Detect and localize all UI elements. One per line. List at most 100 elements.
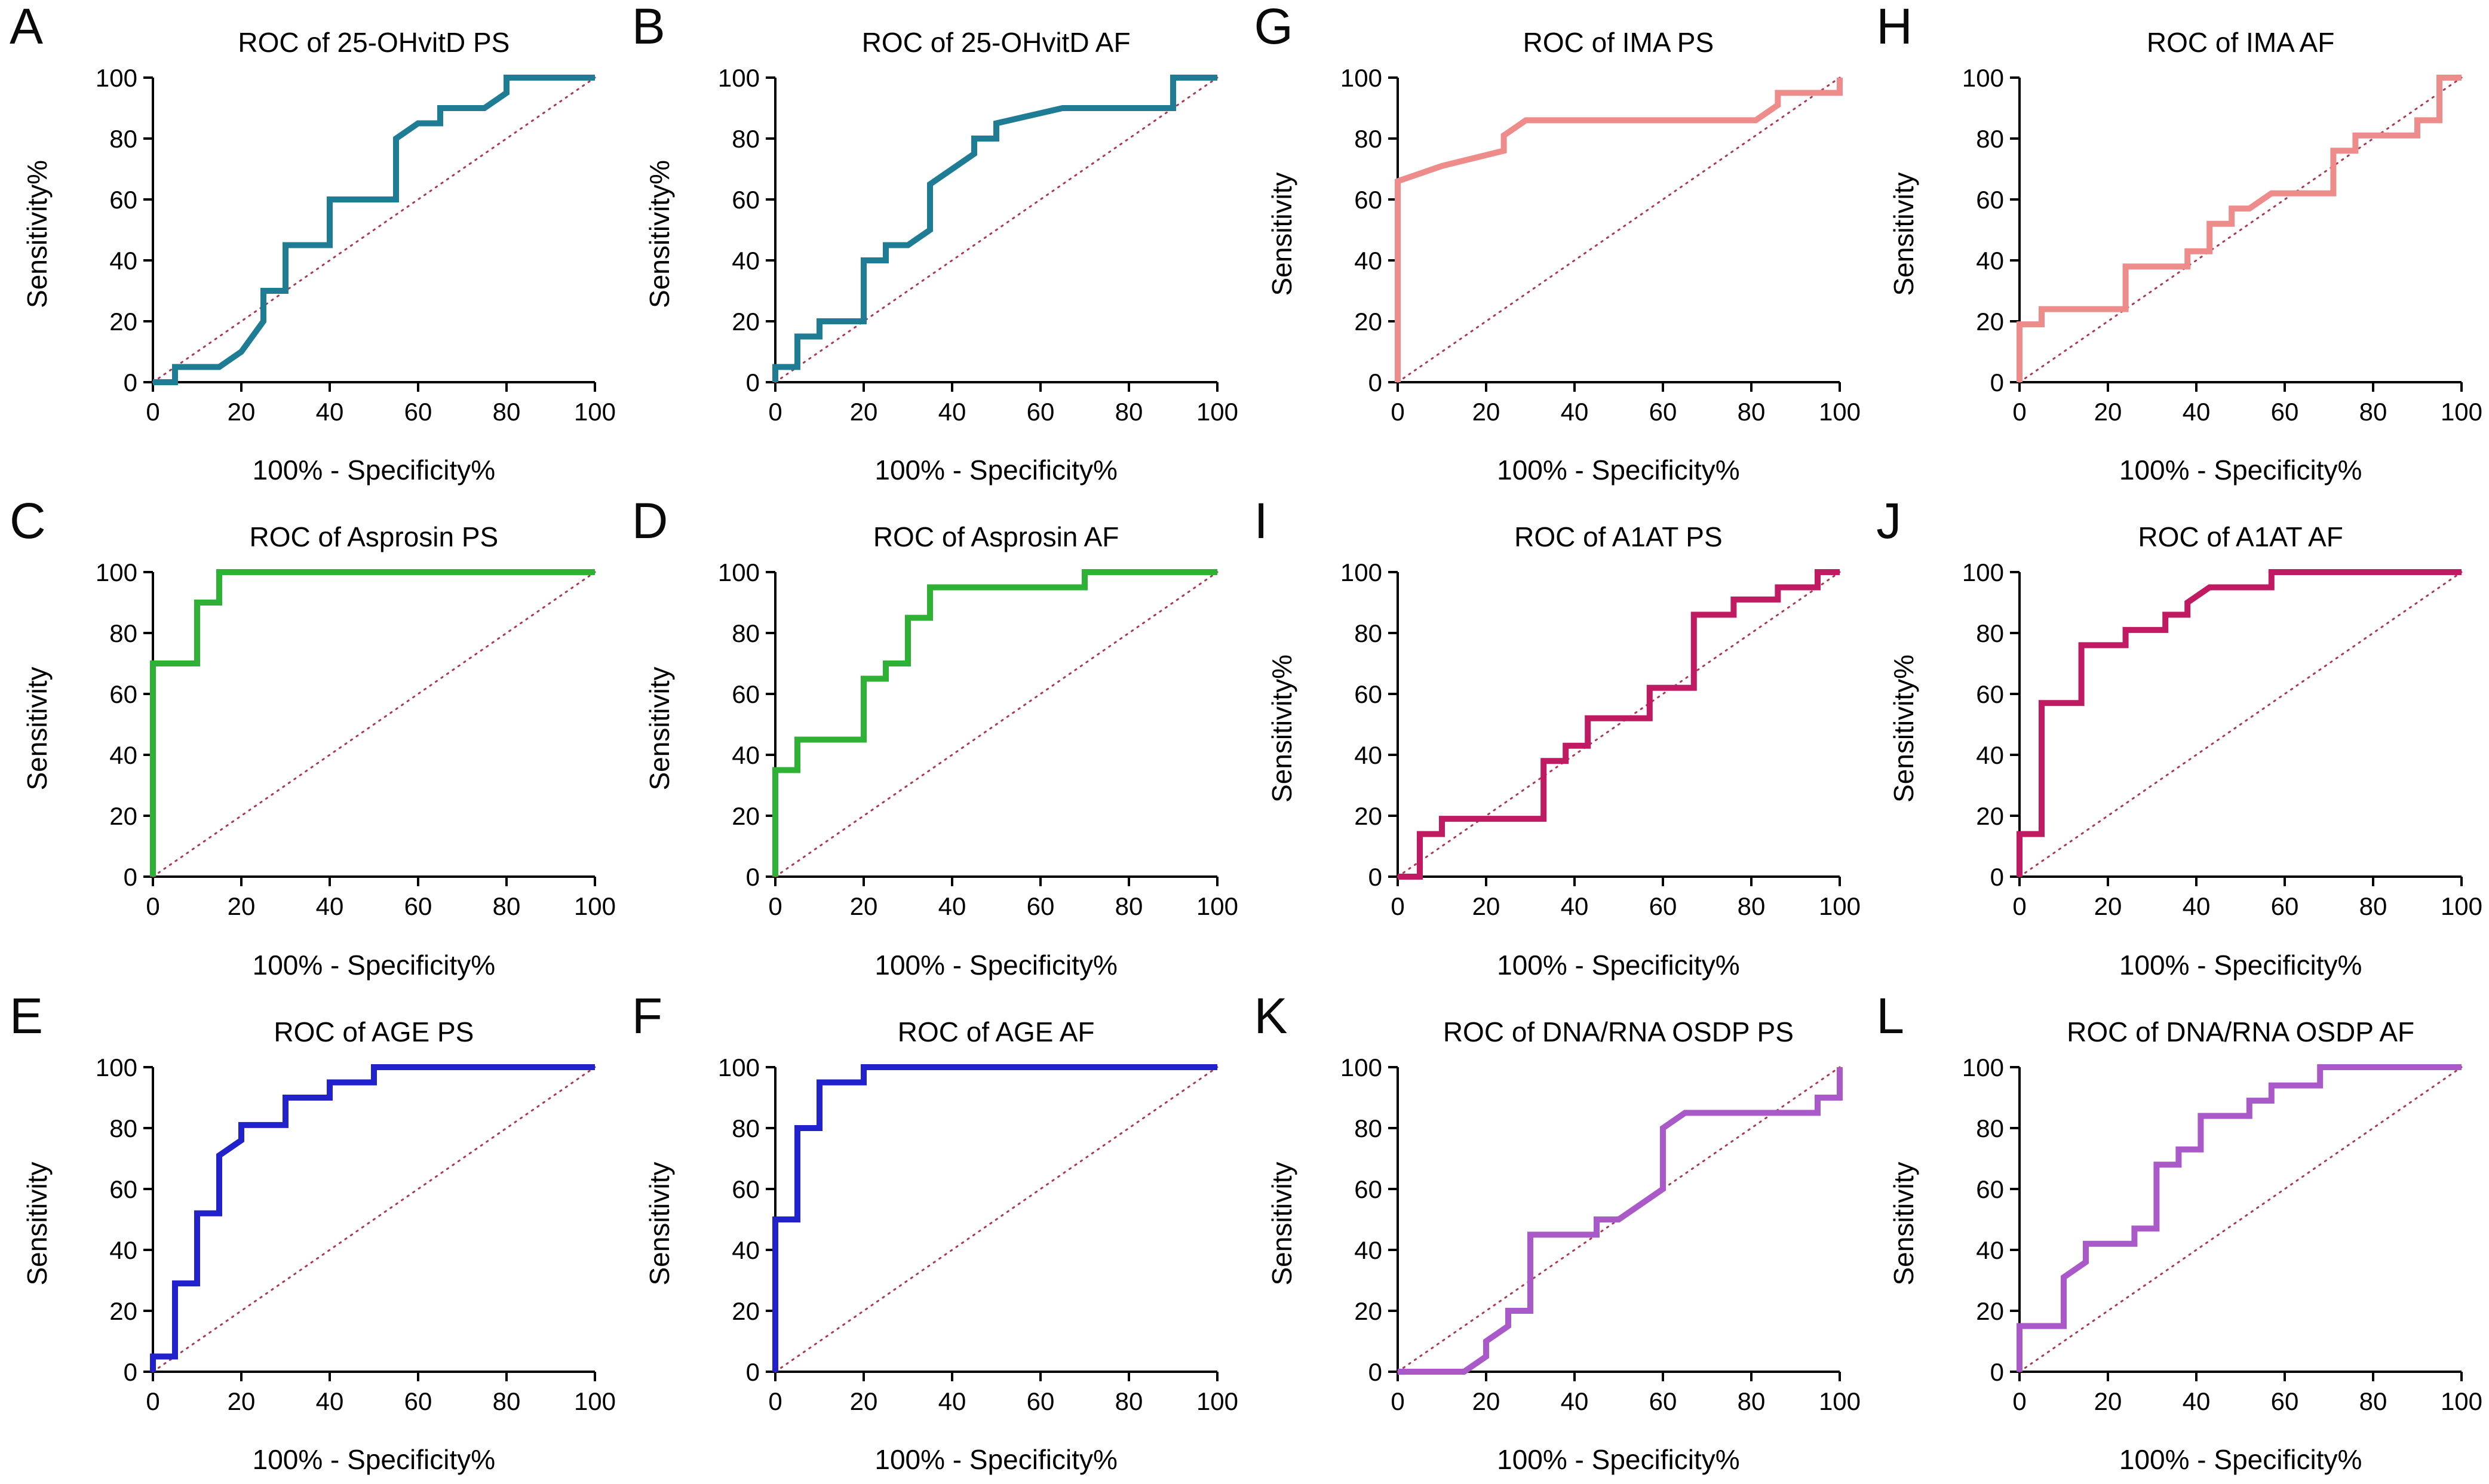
roc-plot: 0 0 20 20 40 40 60 60 80 80 100 100 [1950, 559, 2482, 947]
panel-letter: E [10, 987, 44, 1044]
panel-letter: B [631, 0, 665, 54]
x-tick-label: 40 [2183, 1387, 2211, 1415]
reference-diagonal [152, 76, 596, 383]
roc-plot-svg: 00 20 20 40 40 60 60 80 80 100 100 [1962, 1054, 2482, 1415]
x-tick-label: 60 [2271, 1387, 2299, 1415]
y-tick-label: 100 [718, 1054, 760, 1081]
y-tick-label: 0 [1990, 1358, 2004, 1386]
y-tick-label: 60 [1977, 186, 2005, 214]
y-axis-label: Sensitivity [22, 666, 53, 791]
panel-letter: H [1876, 0, 1913, 54]
x-tick-label: 20 [2094, 892, 2122, 920]
panel-letter: J [1876, 493, 1902, 549]
y-axis-label: Sensitivity [1266, 172, 1297, 296]
y-tick-label: 60 [109, 186, 137, 214]
y-tick-label: 40 [1354, 741, 1382, 769]
reference-diagonal [2018, 571, 2463, 878]
x-tick-label: 0 [2013, 1387, 2027, 1415]
y-tick-label: 80 [732, 619, 760, 647]
roc-plot: 0 0 20 20 40 40 60 60 80 80 100 100 [706, 1054, 1238, 1442]
y-tick-label: 60 [109, 680, 137, 708]
x-tick-label: 0 [1391, 892, 1404, 920]
panel-letter: K [1254, 987, 1288, 1044]
roc-plot-svg: 00 20 20 40 40 60 60 80 80 100 100 [1340, 1054, 1859, 1415]
x-axis-label: 100% - Specificity% [252, 1443, 496, 1475]
roc-plot-svg: 00 20 20 40 40 60 60 80 80 100 100 [96, 64, 615, 426]
x-tick-label: 40 [316, 1387, 344, 1415]
roc-panel-E: E ROC of AGE PS Sensitivity 0 0 20 20 40 40 60… [0, 990, 622, 1484]
reference-diagonal [1397, 76, 1840, 383]
roc-plot: 0 0 20 20 40 40 60 60 80 80 100 100 [84, 64, 615, 453]
panel-title: ROC of A1AT PS [1514, 521, 1723, 553]
y-tick-label: 80 [732, 1114, 760, 1142]
x-tick-label: 40 [2183, 398, 2211, 426]
y-tick-label: 40 [732, 741, 760, 769]
y-tick-label: 60 [1354, 186, 1382, 214]
x-tick-label: 60 [404, 1387, 432, 1415]
x-tick-label: 100 [1196, 398, 1238, 426]
panel-letter: I [1254, 493, 1268, 549]
y-axis-label: Sensitivity [22, 1162, 53, 1286]
x-tick-label: 80 [1737, 398, 1765, 426]
roc-plot-svg: 00 20 20 40 40 60 60 80 80 100 100 [1340, 64, 1859, 426]
roc-plot: 0 0 20 20 40 40 60 60 80 80 100 100 [1950, 1054, 2482, 1442]
x-tick-label: 80 [1737, 892, 1765, 920]
y-tick-label: 40 [109, 1236, 137, 1264]
y-tick-label: 20 [732, 802, 760, 830]
y-tick-label: 80 [732, 125, 760, 153]
roc-panel-I: I ROC of A1AT PS Sensitivity% 0 0 20 20 40 40… [1245, 494, 1867, 989]
roc-curve-C [150, 569, 595, 877]
roc-curve-K [1397, 1067, 1843, 1375]
y-tick-label: 100 [1962, 559, 2004, 586]
y-tick-label: 0 [745, 1358, 759, 1386]
y-tick-label: 0 [745, 368, 759, 397]
x-tick-label: 80 [2359, 398, 2387, 426]
y-axis-label: Sensitivity [1888, 1162, 1920, 1286]
x-tick-label: 100 [2441, 398, 2482, 426]
x-tick-label: 0 [2013, 398, 2027, 426]
x-tick-label: 40 [938, 398, 966, 426]
x-tick-label: 80 [1737, 1387, 1765, 1415]
y-tick-label: 0 [745, 863, 759, 891]
reference-diagonal [2018, 76, 2463, 383]
y-tick-label: 0 [124, 863, 137, 891]
y-tick-label: 20 [109, 802, 137, 830]
roc-plot-svg: 00 20 20 40 40 60 60 80 80 100 100 [718, 1054, 1238, 1415]
roc-panel-G: G ROC of IMA PS Sensitivity 0 0 20 20 40 40 60… [1245, 0, 1867, 494]
y-tick-label: 60 [1977, 1175, 2005, 1203]
y-tick-label: 40 [1354, 1236, 1382, 1264]
y-tick-label: 40 [1977, 1236, 2005, 1264]
x-tick-label: 20 [2094, 1387, 2122, 1415]
roc-plot: 0 0 20 20 40 40 60 60 80 80 100 100 [84, 1054, 615, 1442]
x-tick-label: 40 [316, 398, 344, 426]
y-tick-label: 80 [109, 125, 137, 153]
y-tick-label: 100 [1340, 559, 1382, 586]
y-axis-label: Sensitivity% [22, 160, 53, 308]
roc-plot-svg: 00 20 20 40 40 60 60 80 80 100 100 [718, 559, 1238, 920]
x-tick-label: 60 [1026, 398, 1054, 426]
y-axis-label: Sensitivity [643, 666, 675, 791]
x-tick-label: 80 [493, 398, 521, 426]
panel-letter: C [10, 493, 46, 549]
x-axis-label: 100% - Specificity% [874, 454, 1118, 486]
x-tick-label: 0 [146, 1387, 159, 1415]
panel-letter: A [10, 0, 44, 54]
reference-diagonal [152, 1066, 596, 1373]
y-tick-label: 20 [732, 308, 760, 336]
x-tick-label: 0 [768, 892, 782, 920]
roc-panel-A: A ROC of 25-OHvitD PS Sensitivity% 0 0 20 2… [0, 0, 622, 494]
panel-title: ROC of AGE AF [897, 1016, 1095, 1047]
y-tick-label: 60 [732, 186, 760, 214]
x-tick-label: 60 [404, 892, 432, 920]
x-tick-label: 40 [938, 892, 966, 920]
y-tick-label: 80 [1354, 1114, 1382, 1142]
roc-curve-A [153, 75, 595, 385]
y-tick-label: 60 [1977, 680, 2005, 708]
x-tick-label: 0 [146, 398, 159, 426]
roc-plot-svg: 00 20 20 40 40 60 60 80 80 100 100 [96, 1054, 615, 1415]
x-axis-label: 100% - Specificity% [1497, 454, 1740, 486]
x-tick-label: 40 [1560, 398, 1588, 426]
panel-letter: D [631, 493, 668, 549]
y-tick-label: 20 [1977, 1297, 2005, 1325]
y-tick-label: 100 [1962, 64, 2004, 92]
